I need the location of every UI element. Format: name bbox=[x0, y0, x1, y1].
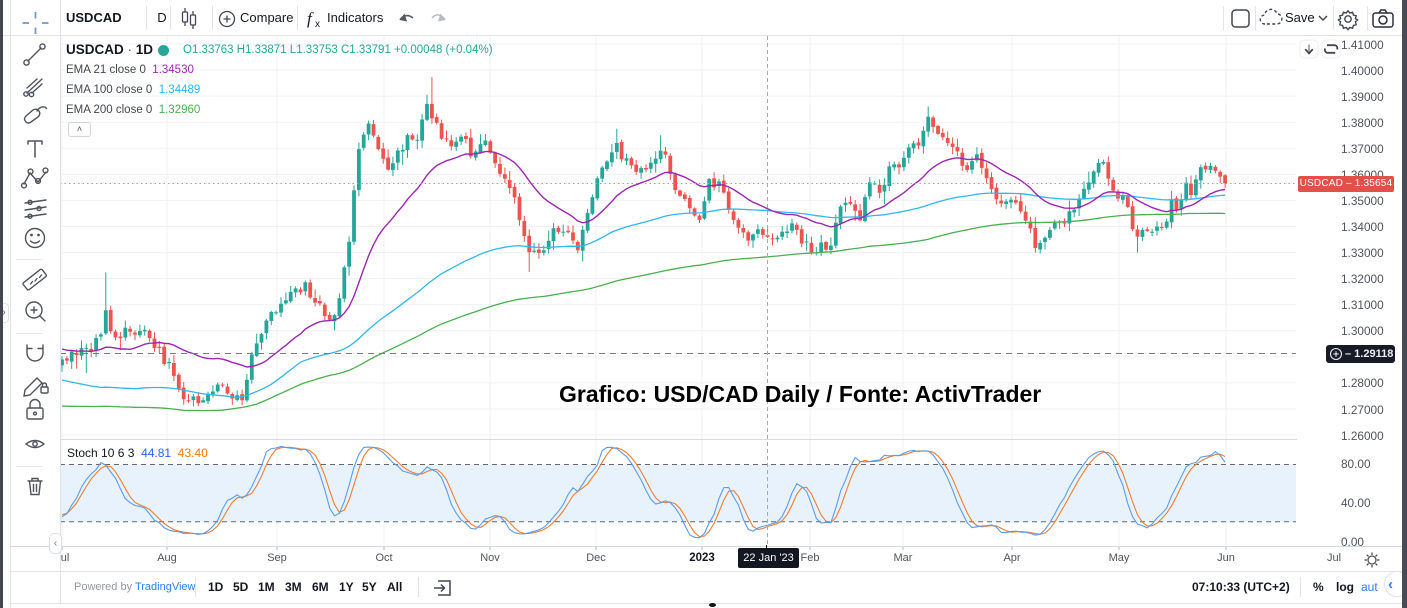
svg-text:f: f bbox=[307, 9, 314, 28]
svg-text:x: x bbox=[315, 19, 320, 30]
